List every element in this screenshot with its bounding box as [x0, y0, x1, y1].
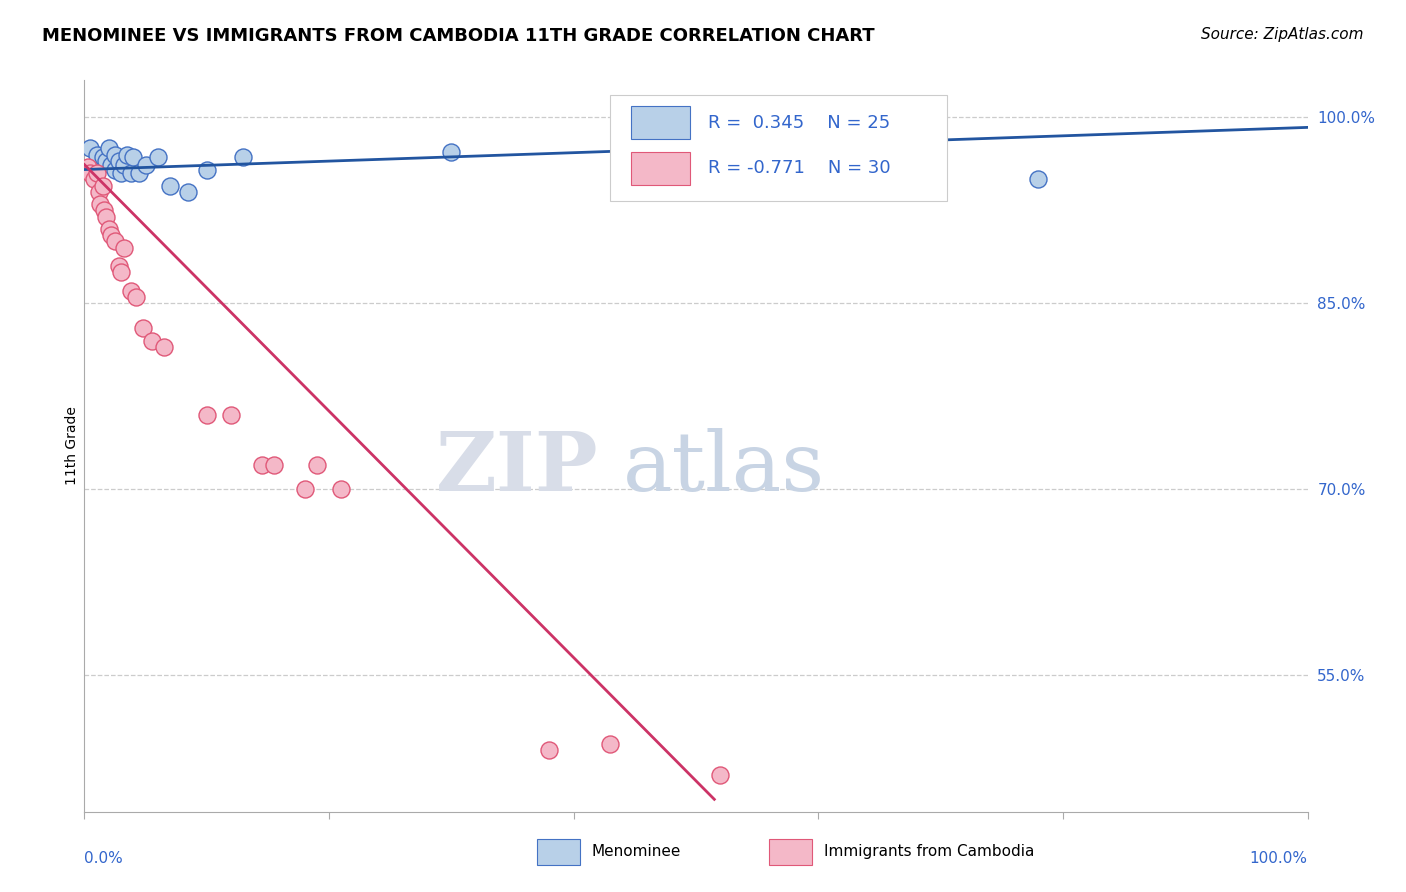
Point [104, 162, 127, 177]
Point [132, 321, 155, 335]
Point [87, 185, 110, 199]
Point [77, 160, 100, 174]
Point [110, 265, 132, 279]
Point [91, 150, 114, 164]
Text: Immigrants from Cambodia: Immigrants from Cambodia [824, 845, 1035, 860]
Point [141, 334, 163, 348]
Point [112, 158, 135, 172]
Point [104, 147, 127, 161]
Point [831, 160, 853, 174]
Point [96, 153, 118, 168]
Text: 100.0%: 100.0% [1250, 851, 1308, 865]
Point [107, 259, 129, 273]
Text: R =  0.345    N = 25: R = 0.345 N = 25 [709, 113, 890, 132]
Point [146, 150, 169, 164]
Point [120, 166, 142, 180]
Text: 0.0%: 0.0% [84, 851, 124, 865]
Point [125, 290, 148, 304]
Point [153, 340, 176, 354]
Point [128, 166, 150, 180]
Point [135, 158, 157, 172]
Point [1028, 172, 1050, 186]
Point [440, 145, 463, 160]
Point [112, 241, 135, 255]
Text: Menominee: Menominee [592, 845, 682, 860]
Point [97, 222, 120, 236]
Point [120, 284, 142, 298]
FancyBboxPatch shape [769, 838, 813, 865]
Point [709, 178, 731, 193]
Point [195, 162, 218, 177]
Text: MENOMINEE VS IMMIGRANTS FROM CAMBODIA 11TH GRADE CORRELATION CHART: MENOMINEE VS IMMIGRANTS FROM CAMBODIA 11… [42, 27, 875, 45]
Point [115, 147, 138, 161]
Point [104, 235, 127, 249]
Point [195, 408, 218, 422]
Point [709, 767, 731, 781]
Point [159, 178, 181, 193]
Point [91, 178, 114, 193]
Point [330, 483, 353, 497]
Point [89, 197, 111, 211]
Point [97, 141, 120, 155]
Point [107, 153, 129, 168]
Point [263, 458, 285, 472]
Point [79, 141, 101, 155]
Point [93, 203, 115, 218]
Point [79, 166, 101, 180]
Point [100, 228, 122, 243]
Point [294, 483, 316, 497]
Text: ZIP: ZIP [436, 428, 598, 508]
Point [232, 150, 254, 164]
Point [250, 458, 273, 472]
FancyBboxPatch shape [537, 838, 579, 865]
Text: Source: ZipAtlas.com: Source: ZipAtlas.com [1201, 27, 1364, 42]
FancyBboxPatch shape [631, 152, 690, 185]
Point [86, 147, 108, 161]
Point [96, 210, 118, 224]
FancyBboxPatch shape [631, 106, 690, 139]
Point [219, 408, 242, 422]
Point [122, 150, 145, 164]
Point [110, 166, 132, 180]
Point [83, 172, 105, 186]
Text: atlas: atlas [623, 428, 825, 508]
Y-axis label: 11th Grade: 11th Grade [65, 407, 79, 485]
Point [538, 743, 561, 757]
Point [177, 185, 200, 199]
Text: R = -0.771    N = 30: R = -0.771 N = 30 [709, 159, 891, 177]
Point [599, 737, 621, 751]
Point [305, 458, 328, 472]
Point [100, 158, 122, 172]
FancyBboxPatch shape [610, 95, 946, 201]
Point [86, 166, 108, 180]
